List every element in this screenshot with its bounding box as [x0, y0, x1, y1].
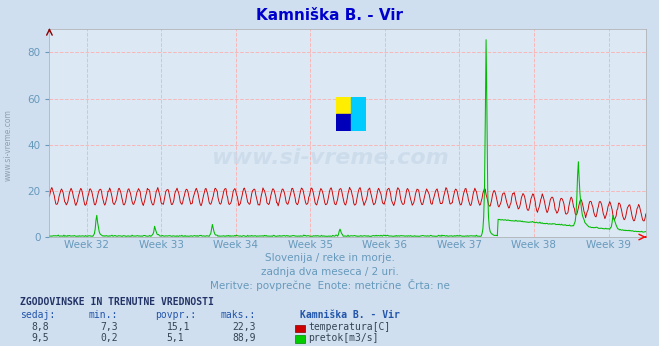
Bar	[351, 97, 366, 114]
Text: pretok[m3/s]: pretok[m3/s]	[308, 333, 379, 343]
Bar	[336, 114, 351, 131]
Text: 9,5: 9,5	[32, 333, 49, 343]
Text: www.si-vreme.com: www.si-vreme.com	[4, 109, 13, 181]
Text: 5,1: 5,1	[167, 333, 185, 343]
Text: 8,8: 8,8	[32, 322, 49, 333]
Text: 15,1: 15,1	[167, 322, 190, 333]
Text: Slovenija / reke in morje.: Slovenija / reke in morje.	[264, 253, 395, 263]
Bar	[351, 114, 366, 131]
Text: 7,3: 7,3	[101, 322, 119, 333]
Text: maks.:: maks.:	[221, 310, 256, 320]
Text: povpr.:: povpr.:	[155, 310, 196, 320]
Text: Kamniška B. - Vir: Kamniška B. - Vir	[256, 8, 403, 23]
Text: 88,9: 88,9	[233, 333, 256, 343]
Text: sedaj:: sedaj:	[20, 310, 55, 320]
Text: Kamniška B. - Vir: Kamniška B. - Vir	[300, 310, 400, 320]
Text: www.si-vreme.com: www.si-vreme.com	[211, 148, 449, 168]
Text: Meritve: povprečne  Enote: metrične  Črta: ne: Meritve: povprečne Enote: metrične Črta:…	[210, 279, 449, 291]
Text: ZGODOVINSKE IN TRENUTNE VREDNOSTI: ZGODOVINSKE IN TRENUTNE VREDNOSTI	[20, 297, 214, 307]
Text: min.:: min.:	[89, 310, 119, 320]
Text: temperatura[C]: temperatura[C]	[308, 322, 391, 333]
Text: zadnja dva meseca / 2 uri.: zadnja dva meseca / 2 uri.	[260, 267, 399, 277]
Bar	[336, 97, 351, 114]
Text: 0,2: 0,2	[101, 333, 119, 343]
Text: 22,3: 22,3	[233, 322, 256, 333]
